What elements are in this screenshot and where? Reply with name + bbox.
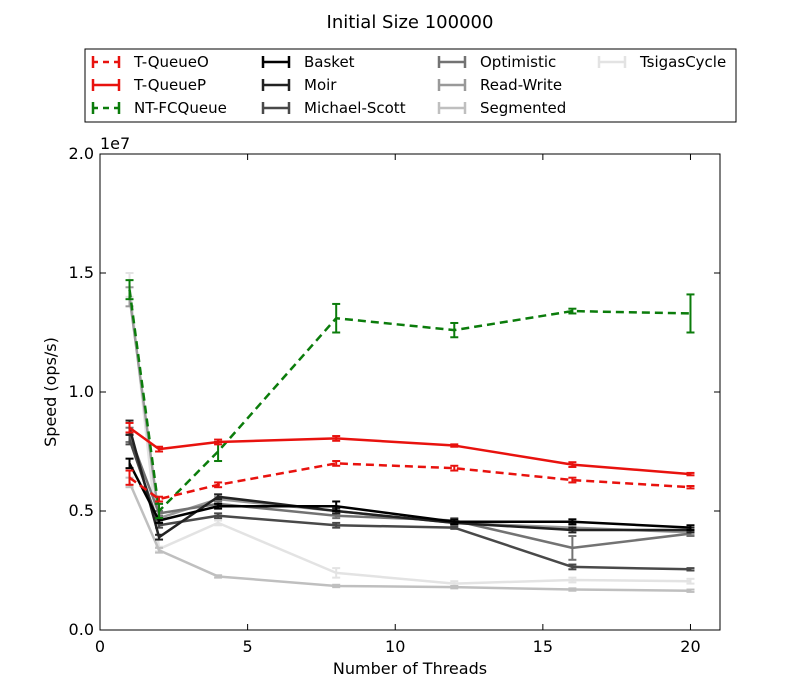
x-tick-label: 10: [385, 637, 405, 656]
y-scale-label: 1e7: [100, 134, 130, 153]
plot-area: 0 5 10 15 20 0.0 0.5 1.0 1.5 2.0: [69, 144, 721, 656]
legend-item: TsigasCycle: [597, 53, 726, 71]
series-segmented: [125, 476, 695, 593]
series-t-queuep: [125, 421, 695, 477]
legend-label: NT-FCQueue: [134, 99, 227, 117]
legend-item: T-QueueP: [91, 76, 206, 94]
chart-title: Initial Size 100000: [327, 12, 494, 33]
axis-ticks: 0 5 10 15 20 0.0 0.5 1.0 1.5 2.0: [69, 144, 720, 656]
x-tick-label: 0: [95, 637, 105, 656]
x-tick-label: 15: [533, 637, 553, 656]
legend-label: Segmented: [480, 99, 566, 117]
legend-label: T-QueueO: [133, 53, 209, 71]
legend-item: T-QueueO: [91, 53, 209, 71]
legend-label: Moir: [304, 76, 337, 94]
legend-frame: [84, 48, 737, 123]
y-tick-label: 1.5: [69, 263, 94, 282]
plot-frame: [99, 153, 721, 631]
x-tick-label: 20: [680, 637, 700, 656]
legend: T-QueueO T-QueueP NT-FCQueue Basket Moir Mich…: [84, 48, 737, 123]
legend-item: Segmented: [437, 99, 566, 117]
legend-label: Basket: [304, 53, 355, 71]
legend-label: Michael-Scott: [304, 99, 406, 117]
y-tick-label: 1.0: [69, 382, 94, 401]
series-basket: [125, 457, 695, 532]
legend-label: TsigasCycle: [639, 53, 726, 71]
legend-item: NT-FCQueue: [91, 99, 227, 117]
legend-label: Read-Write: [480, 76, 562, 94]
legend-item: Read-Write: [437, 76, 562, 94]
legend-label: T-QueueP: [133, 76, 206, 94]
y-tick-label: 2.0: [69, 144, 94, 163]
y-tick-label: 0.5: [69, 501, 94, 520]
legend-item: Optimistic: [437, 53, 556, 71]
series-t-queueo: [125, 460, 695, 503]
legend-item: Michael-Scott: [261, 99, 406, 117]
series-layer: [125, 272, 695, 593]
legend-item: Basket: [261, 53, 355, 71]
series-michael-scott: [125, 433, 695, 572]
y-axis-label: Speed (ops/s): [41, 337, 60, 447]
y-tick-label: 0.0: [69, 620, 94, 639]
legend-label: Optimistic: [480, 53, 556, 71]
legend-item: Moir: [261, 76, 337, 94]
x-tick-label: 5: [243, 637, 253, 656]
x-axis-label: Number of Threads: [333, 659, 487, 678]
